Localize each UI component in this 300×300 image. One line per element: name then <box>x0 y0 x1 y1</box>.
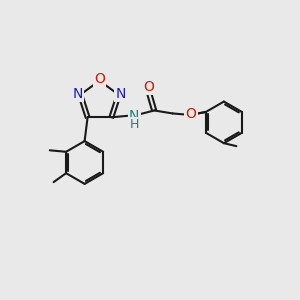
Text: O: O <box>143 80 154 94</box>
Text: O: O <box>94 72 105 86</box>
Text: N: N <box>116 87 126 101</box>
Text: N: N <box>129 109 140 123</box>
Text: O: O <box>186 107 196 121</box>
Text: N: N <box>73 87 83 101</box>
Text: H: H <box>130 118 139 130</box>
